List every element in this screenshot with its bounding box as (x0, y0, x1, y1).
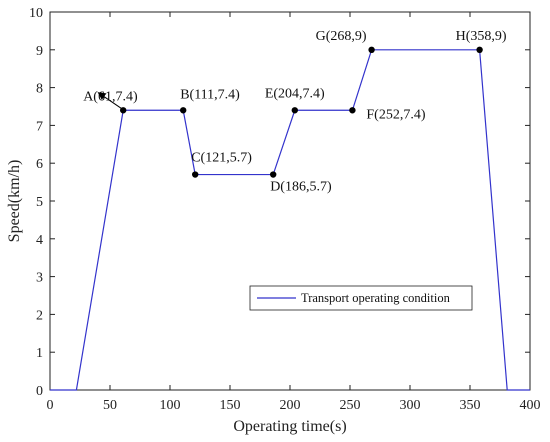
y-axis: 0 1 2 3 4 5 6 7 8 9 10 (29, 6, 530, 399)
x-tick-label: 100 (160, 398, 181, 413)
x-tick-label: 150 (220, 398, 241, 413)
y-tick-label: 5 (36, 195, 43, 210)
series-line-transport (50, 49, 530, 391)
y-tick-label: 7 (36, 119, 43, 134)
y-tick-label: 4 (36, 233, 43, 248)
y-tick-label: 1 (36, 346, 43, 361)
y-tick-label: 9 (36, 44, 43, 59)
point-label-b: B(111,7.4) (180, 87, 240, 102)
annotation-points (120, 46, 483, 178)
x-tick-label: 300 (400, 398, 421, 413)
x-tick-label: 0 (47, 398, 54, 413)
y-tick-label: 10 (29, 6, 43, 21)
x-axis: 0 50 100 150 200 250 300 350 400 (47, 12, 541, 413)
x-tick-label: 400 (520, 398, 541, 413)
point-label-d: D(186,5.7) (270, 180, 332, 195)
point-arrow-a (97, 92, 122, 109)
annotation-labels: A(61,7.4) B(111,7.4) C(121,5.7) D(186,5.7) E… (83, 29, 507, 195)
point-marker-g (368, 46, 375, 53)
legend: Transport operating condition (249, 285, 473, 311)
plot-area (49, 11, 531, 391)
point-label-e: E(204,7.4) (265, 86, 325, 101)
point-marker-e (291, 107, 298, 114)
point-marker-b (180, 107, 187, 114)
point-label-g: G(268,9) (316, 29, 367, 44)
point-marker-h (476, 46, 483, 53)
x-axis-label: Operating time(s) (233, 418, 346, 435)
point-label-c: C(121,5.7) (191, 151, 252, 166)
point-marker-f (349, 107, 356, 114)
point-label-f: F(252,7.4) (366, 107, 425, 122)
point-marker-d (270, 171, 277, 178)
legend-label: Transport operating condition (301, 291, 451, 305)
x-tick-label: 200 (280, 398, 301, 413)
y-axis-label: Speed(km/h) (6, 160, 23, 243)
y-tick-label: 2 (36, 308, 43, 323)
point-marker-c (192, 171, 199, 178)
x-tick-label: 350 (460, 398, 481, 413)
point-label-a: A(61,7.4) (83, 89, 138, 104)
y-tick-label: 3 (36, 271, 43, 286)
y-tick-label: 0 (36, 384, 43, 399)
x-tick-label: 50 (103, 398, 117, 413)
y-tick-label: 6 (36, 157, 43, 172)
y-tick-label: 8 (36, 82, 43, 97)
x-tick-label: 250 (340, 398, 361, 413)
point-label-h: H(358,9) (456, 29, 507, 44)
point-marker-a (120, 107, 127, 114)
